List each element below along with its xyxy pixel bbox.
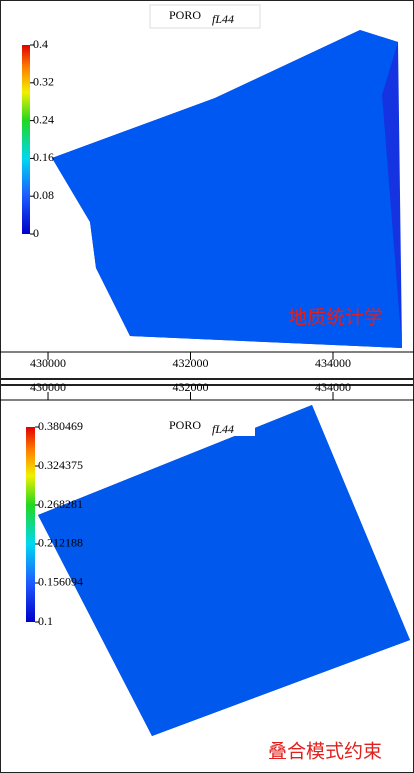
colorbar-tick-label: 0.324375 bbox=[38, 458, 83, 472]
colorbar-tick-label: 0.24 bbox=[33, 112, 54, 126]
colorbar-tick-label: 0.156094 bbox=[38, 575, 83, 589]
colorbar bbox=[22, 45, 30, 234]
colorbar-tick-label: 0.4 bbox=[33, 37, 48, 51]
colorbar-tick-label: 0.16 bbox=[33, 150, 54, 164]
title-box bbox=[150, 5, 260, 28]
x-tick-label: 434000 bbox=[315, 380, 351, 394]
colorbar bbox=[26, 427, 35, 622]
colorbar-tick-label: 0.268281 bbox=[38, 497, 83, 511]
colorbar-tick-label: 0.212188 bbox=[38, 536, 83, 550]
map-title: PORO bbox=[169, 418, 201, 432]
colorbar-tick-label: 0.1 bbox=[38, 614, 53, 628]
page: PORO fL44 0.4 0.32 0.24 0.16 0.08 0 430000 432000… bbox=[0, 0, 414, 773]
colorbar-tick-label: 0.32 bbox=[33, 75, 54, 89]
colorbar-tick-label: 0.08 bbox=[33, 188, 54, 202]
x-tick-label: 430000 bbox=[30, 380, 66, 394]
x-tick-label: 430000 bbox=[30, 356, 66, 370]
map-title: PORO bbox=[169, 8, 201, 22]
figure: PORO fL44 0.4 0.32 0.24 0.16 0.08 0 430000 432000… bbox=[0, 0, 414, 773]
map-title-subscript: fL44 bbox=[212, 422, 234, 436]
x-tick-label: 432000 bbox=[173, 356, 209, 370]
method-label: 地质统计学 bbox=[288, 307, 383, 329]
x-tick-label: 432000 bbox=[173, 380, 209, 394]
method-label: 叠合模式约束 bbox=[268, 741, 382, 763]
x-tick-label: 434000 bbox=[315, 356, 351, 370]
map-title-subscript: fL44 bbox=[212, 12, 234, 26]
colorbar-tick-label: 0 bbox=[33, 226, 39, 240]
colorbar-tick-label: 0.380469 bbox=[38, 419, 83, 433]
